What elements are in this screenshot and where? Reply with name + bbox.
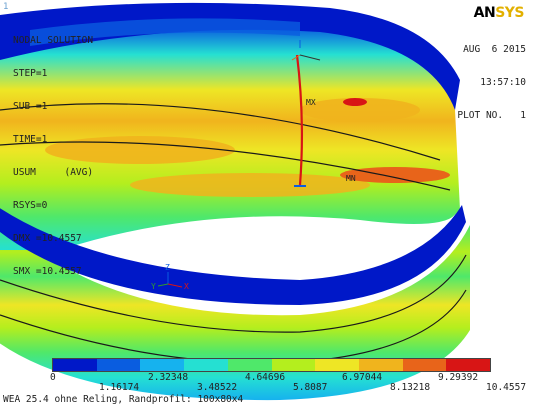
info-line: RSYS=0: [13, 200, 48, 211]
rim-top-light: [30, 18, 300, 46]
shell-outer-face: [0, 215, 470, 401]
color-legend-bar: [52, 358, 491, 372]
rim-front: [0, 205, 466, 305]
info-line: DMX =10.4557: [13, 233, 82, 244]
legend-label: 8.13218: [390, 382, 431, 393]
top-axis-triad: [291, 40, 321, 61]
hot-spot: [45, 136, 235, 164]
legend-label: 0: [50, 372, 56, 383]
logo-text-main: AN: [473, 5, 496, 21]
axis-label-y: Y: [151, 282, 156, 291]
legend-label: 10.4557: [486, 382, 527, 393]
info-line: USUM (AVG): [13, 167, 94, 178]
legend-band: [446, 359, 491, 371]
stiffener-ring: [0, 141, 451, 191]
stiffener-ring: [0, 254, 467, 333]
axis-label-z: Z: [165, 263, 170, 272]
legend-label: 9.29392: [438, 372, 479, 383]
legend-label: 4.64696: [245, 372, 286, 383]
info-line: NODAL SOLUTION: [13, 35, 94, 46]
legend-label: 3.48522: [197, 382, 238, 393]
ansys-logo: ANSYS: [473, 5, 525, 21]
legend-label: 2.32348: [148, 372, 189, 383]
hot-spot: [343, 98, 367, 106]
shell-inner-face: [0, 27, 460, 251]
info-line: SUB =1: [13, 101, 48, 112]
plot-number-line: PLOT NO. 1: [457, 110, 526, 121]
legend-band: [315, 359, 359, 371]
legend-band: [402, 359, 447, 371]
time-line: 13:57:10: [480, 77, 526, 88]
window-number: 1: [3, 2, 9, 12]
info-line: TIME=1: [13, 134, 48, 145]
legend-label: 1.16174: [99, 382, 140, 393]
legend-band: [53, 359, 97, 371]
hot-spot: [130, 173, 370, 197]
legend-band: [184, 359, 228, 371]
legend-label: 5.8087: [293, 382, 328, 393]
logo-text-accent: SYS: [495, 5, 524, 21]
legend-band: [96, 359, 141, 371]
strut: [295, 54, 304, 186]
legend-label: 6.97044: [342, 372, 383, 383]
max-marker: MX: [306, 98, 316, 107]
min-marker: MN: [346, 174, 356, 183]
legend-band: [271, 359, 316, 371]
model-title: WEA 25.4 ohne Reling, Randprofil: 100x80…: [3, 394, 244, 405]
hot-spot: [340, 167, 450, 183]
axis-label-x: X: [184, 282, 189, 291]
legend-band: [227, 359, 272, 371]
stiffener-ring: [0, 103, 441, 161]
solution-info: NODAL SOLUTION STEP=1 SUB =1 TIME=1 USUM…: [13, 13, 93, 299]
legend-band: [358, 359, 403, 371]
info-line: SMX =10.4557: [13, 266, 82, 277]
ring-interior: [60, 215, 460, 268]
hot-spot: [300, 98, 420, 122]
coordinate-triad: Z Y X: [151, 263, 189, 291]
legend-band: [140, 359, 185, 371]
date-info: AUG 6 2015 13:57:10 PLOT NO. 1: [457, 22, 526, 143]
date-line: AUG 6 2015: [463, 44, 526, 55]
info-line: STEP=1: [13, 68, 48, 79]
